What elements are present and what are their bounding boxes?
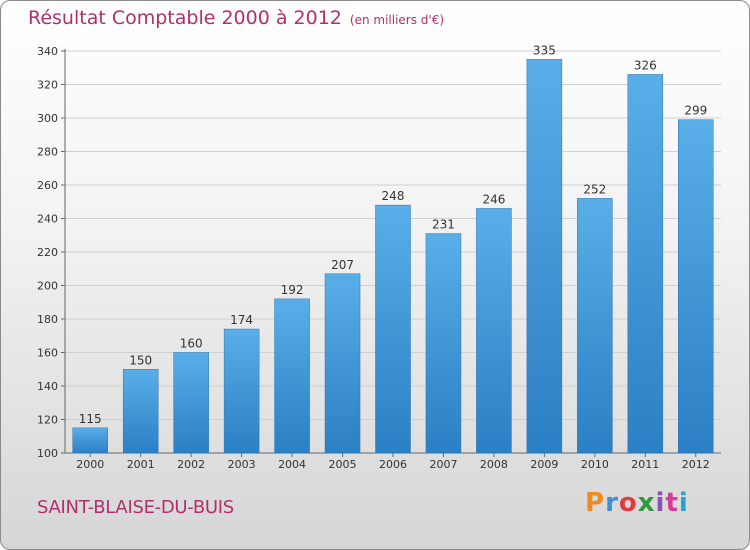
x-tick-label: 2008 (480, 458, 508, 471)
logo-letter: o (618, 488, 638, 518)
bar-2002 (173, 352, 209, 454)
axes: 100 120 140 160 180 200 220 240 260 280 300 320 340 2… (37, 45, 721, 471)
title-main: Résultat Comptable 2000 à 2012 (28, 7, 342, 29)
x-tick-label: 2009 (530, 458, 558, 471)
bar-2009 (526, 59, 563, 454)
y-tick-label: 160 (37, 347, 58, 360)
bar-2006 (375, 204, 411, 454)
chart-title: Résultat Comptable 2000 à 2012 (en millie… (28, 7, 444, 29)
logo-letter: r (605, 488, 619, 518)
x-tick-label: 2012 (682, 458, 710, 471)
data-label: 299 (684, 104, 707, 118)
data-label: 115 (79, 412, 102, 426)
bar-2003 (223, 328, 260, 454)
bar-2012 (678, 119, 714, 454)
bars (72, 59, 714, 454)
data-label: 326 (634, 58, 657, 72)
y-tick-label: 200 (37, 280, 58, 293)
data-label: 248 (382, 189, 405, 203)
x-tick-label: 2002 (177, 458, 205, 471)
commune-name: SAINT-BLAISE-DU-BUIS (37, 497, 234, 518)
y-tick-label: 140 (37, 380, 58, 393)
bar-2005 (324, 273, 361, 454)
bar-2008 (476, 208, 512, 454)
data-label: 150 (129, 353, 152, 367)
data-label: 160 (180, 337, 203, 351)
proxiti-logo: Proxiti (585, 488, 689, 518)
x-tick-label: 2000 (76, 458, 104, 471)
y-tick-label: 260 (37, 179, 58, 192)
bar-2010 (577, 198, 613, 454)
y-tick-label: 280 (37, 146, 58, 159)
data-label: 231 (432, 218, 455, 232)
x-tick-label: 2001 (127, 458, 155, 471)
y-tick-label: 180 (37, 313, 58, 326)
y-tick-label: 240 (37, 213, 58, 226)
y-tick-label: 320 (37, 79, 58, 92)
x-tick-label: 2005 (329, 458, 357, 471)
data-label: 174 (230, 313, 253, 327)
bar-2001 (122, 369, 159, 454)
data-label: 335 (533, 43, 556, 57)
bar-2004 (274, 298, 310, 454)
x-tick-label: 2006 (379, 458, 407, 471)
logo-letter: t (665, 488, 679, 518)
x-tick-label: 2011 (631, 458, 659, 471)
logo-letter: x (637, 488, 656, 518)
x-tick-label: 2007 (429, 458, 457, 471)
data-label: 207 (331, 258, 354, 272)
y-tick-label: 340 (37, 45, 58, 58)
y-tick-label: 220 (37, 246, 58, 259)
x-tick-label: 2010 (581, 458, 609, 471)
logo-letter: P (585, 488, 606, 518)
x-tick-label: 2004 (278, 458, 306, 471)
title-unit: (en milliers d'€) (349, 13, 445, 27)
logo-letter: i (655, 488, 666, 518)
data-label: 192 (281, 283, 304, 297)
y-tick-label: 100 (37, 447, 58, 460)
data-label: 252 (583, 182, 606, 196)
data-label: 246 (482, 192, 505, 206)
x-tick-label: 2003 (228, 458, 256, 471)
y-tick-label: 120 (37, 414, 58, 427)
bar-2011 (627, 74, 664, 454)
data-labels: 115 150 160 174 192 207 248 231 246 335 252 326 299 (79, 43, 707, 426)
logo-letter: i (678, 488, 689, 518)
bar-2000 (72, 427, 108, 454)
bar-2007 (425, 233, 462, 454)
y-tick-label: 300 (37, 112, 58, 125)
